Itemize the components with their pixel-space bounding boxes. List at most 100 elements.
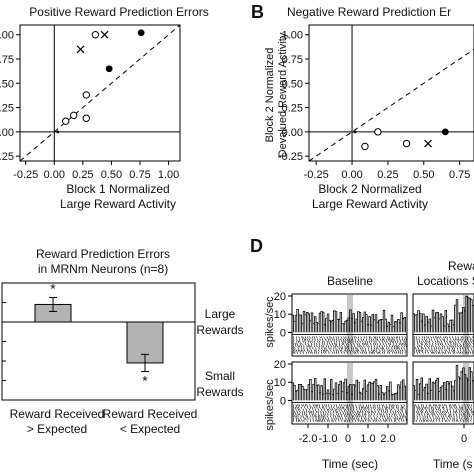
panel-b-ylabel-2: Devalued Reward Activity — [277, 32, 289, 157]
raster-histogram-large-locations — [412, 295, 474, 333]
panel-a-point-open — [82, 114, 90, 122]
panel-a-point-open — [82, 91, 90, 99]
raster-histogram-large-baseline — [291, 309, 406, 333]
raster-spikes-small-baseline — [292, 404, 408, 422]
panel-a-point-open — [91, 31, 100, 39]
panel-b-label: B — [251, 2, 264, 22]
panel-b-xtick-label: 0.75 — [449, 169, 470, 181]
panel-a-xtick-label: 0.50 — [101, 169, 122, 181]
panel-c-title-2: in MRNm Neurons (n=8) — [38, 262, 168, 276]
panel-a-point-cross — [100, 30, 109, 39]
panel-a-point-open — [70, 111, 78, 120]
panel-a-xtick-label: 0.75 — [129, 169, 150, 181]
raster-ylabel-top: spikes/sec — [264, 296, 276, 348]
raster-col-baseline: Baseline — [327, 274, 373, 288]
panel-c-title: Reward Prediction Errors — [36, 247, 170, 261]
raster-ytick-label: 0 — [280, 327, 286, 339]
panel-c-plot-frame — [1, 282, 196, 401]
panel-a-scatter: Positive Reward Prediction Errors -0.25 0… — [0, 5, 209, 211]
panel-b-ytick-label: 1.00 — [282, 30, 303, 42]
panel-c-category-1b: > Expected — [27, 422, 87, 436]
panel-a-point-filled — [105, 65, 113, 73]
raster-xtick-label: -1.0 — [319, 433, 338, 445]
panel-b-point-open — [361, 142, 369, 151]
raster-ytick-label: 0 — [280, 395, 286, 407]
raster-xlabel: Time (sec) — [322, 457, 378, 471]
panel-b-xtick-label: 0.25 — [377, 169, 398, 181]
panel-b-point-filled — [441, 128, 449, 136]
panel-a-ytick-label: 0.75 — [0, 54, 14, 66]
panel-b-xtick-label: 0.50 — [413, 169, 434, 181]
raster-ytick-label: 10 — [274, 309, 286, 321]
panel-c-bar: Reward Prediction Errors in MRNm Neurons… — [1, 247, 198, 436]
panel-a-ytick-label: 0.25 — [0, 103, 14, 115]
raster-ytick-label: 20 — [274, 291, 286, 303]
panel-b-point-open — [374, 128, 382, 136]
panel-a-xtick-label: 1.00 — [158, 169, 179, 181]
panel-a-unity-line — [19, 24, 181, 162]
raster-spikes-small-locations — [413, 404, 474, 422]
raster-xtick-label: 2.0 — [380, 433, 395, 445]
panel-c-significance: * — [50, 280, 56, 296]
panel-a-ytick-label: 1.00 — [0, 30, 14, 42]
panel-c-category-1: Reward Received — [10, 407, 105, 421]
raster-xtick-label: 0 — [345, 433, 351, 445]
raster-xtick-label: 1.0 — [360, 433, 375, 445]
panel-b-unity-line — [308, 48, 474, 162]
raster-xtick-label: -2.0 — [299, 433, 318, 445]
panel-b-ytick-label: 0.75 — [282, 54, 303, 66]
panel-a-xtick-label: 0.00 — [44, 169, 65, 181]
raster-ylabel-bottom: spikes/sec — [264, 379, 276, 431]
raster-col-locations: Locations S — [417, 274, 474, 288]
panel-b-point-open — [402, 139, 411, 148]
raster-col-rewa: Rewa — [448, 259, 474, 273]
raster-histogram-small-baseline — [291, 378, 406, 401]
panel-c-category-2b: < Expected — [120, 422, 180, 436]
panel-a-title: Positive Reward Prediction Errors — [29, 5, 208, 19]
panel-a-point-open — [62, 117, 70, 125]
panel-a-xlabel-2: Large Reward Activity — [60, 197, 176, 211]
panel-b-ytick-label: 0.25 — [282, 103, 303, 115]
panel-d-raster: D Baseline Rewa Locations S Large Reward… — [196, 236, 474, 471]
raster-spikes-large-baseline — [292, 336, 408, 354]
panel-a-xlabel: Block 1 Normalized — [66, 182, 169, 196]
raster-xlabel-2: Time (s — [433, 457, 473, 471]
panel-b-title: Negative Reward Prediction Er — [287, 5, 451, 19]
panel-b-xlabel-2: Large Reward Activity — [312, 197, 428, 211]
panel-a-ytick-label: 0.50 — [0, 78, 14, 90]
panel-a-plot-frame — [19, 24, 181, 162]
raster-spikes-large-locations — [413, 336, 474, 354]
panel-a-xtick-label: -0.25 — [13, 169, 38, 181]
panel-b-point-dot — [353, 130, 357, 134]
row-label-small-2: Rewards — [196, 385, 243, 399]
panel-a-xtick-label: 0.25 — [72, 169, 93, 181]
panel-a-point-dot — [56, 130, 60, 134]
raster-ytick-label: 20 — [274, 359, 286, 371]
panel-c-category-2: Reward Received — [103, 407, 198, 421]
raster-xtick-label: 0 — [461, 433, 467, 445]
panel-b-ylabel: Block 2 Normalized — [264, 48, 276, 143]
panel-a-point-filled — [137, 29, 145, 37]
panel-c-errorbar — [49, 296, 57, 312]
panel-b-xtick-label: 0.00 — [341, 169, 362, 181]
panel-b-scatter: B Negative Reward Prediction Er Block 2 … — [251, 2, 474, 211]
row-label-large: Large — [205, 307, 236, 321]
panel-b-ytick-label: 0.00 — [282, 127, 303, 139]
panel-b-xtick-label: -0.25 — [304, 169, 329, 181]
row-label-large-2: Rewards — [196, 323, 243, 337]
raster-ytick-label: 10 — [274, 377, 286, 389]
panel-a-point-cross — [76, 45, 85, 54]
panel-b-ytick-label: 0.50 — [282, 78, 303, 90]
panel-d-label: D — [250, 236, 263, 256]
panel-b-ytick-label: -0.25 — [278, 151, 303, 163]
panel-b-plot-frame — [308, 24, 474, 162]
panel-a-ytick-label: 0.00 — [0, 127, 14, 139]
panel-b-xlabel: Block 2 Normalized — [318, 182, 421, 196]
panel-c-errorbar — [141, 353, 149, 373]
panel-a-ytick-label: -0.25 — [0, 151, 14, 163]
panel-c-significance: * — [142, 373, 148, 389]
row-label-small: Small — [205, 369, 235, 383]
raster-histogram-small-locations — [412, 364, 474, 401]
panel-b-point-cross — [424, 139, 433, 148]
